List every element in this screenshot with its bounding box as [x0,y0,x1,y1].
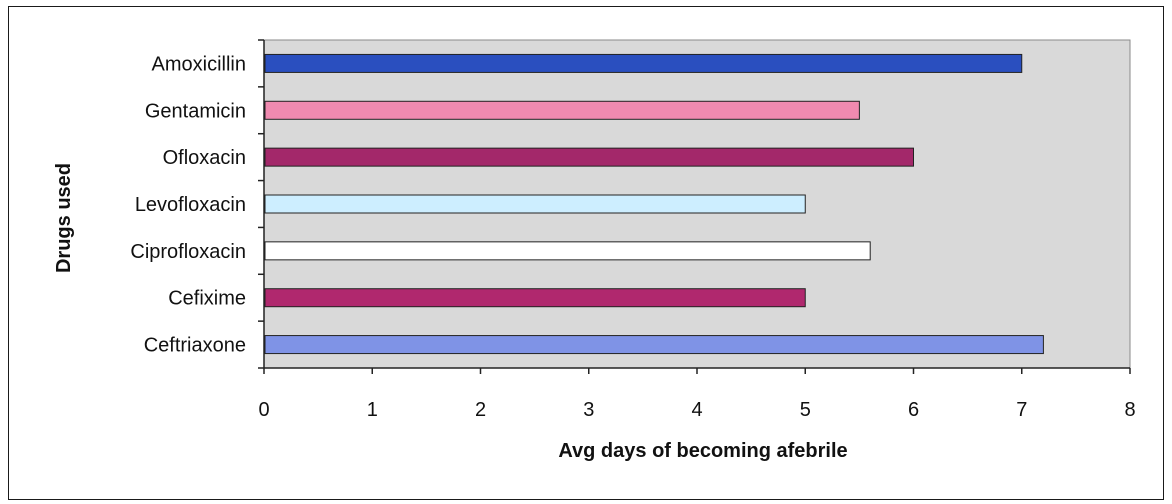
category-label-ceftriaxone: Ceftriaxone [144,335,246,357]
bar-gentamicin [264,100,860,120]
x-tick-label: 8 [1124,399,1135,421]
x-tick-label: 6 [908,399,919,421]
x-tick-label: 7 [1016,399,1027,421]
x-tick-label: 1 [367,399,378,421]
category-label-ofloxacin: Ofloxacin [163,147,246,169]
y-axis-title: Drugs used [53,163,75,273]
category-label-levofloxacin: Levofloxacin [135,194,246,216]
x-tick-label: 2 [475,399,486,421]
category-label-cefixime: Cefixime [168,288,246,310]
x-tick-label: 0 [258,399,269,421]
bar-ceftriaxone [264,335,1044,355]
category-label-amoxicillin: Amoxicillin [152,53,246,75]
x-tick-label: 3 [583,399,594,421]
category-label-ciprofloxacin: Ciprofloxacin [130,241,246,263]
bars-layer [264,53,1044,355]
x-tick-label: 5 [800,399,811,421]
bar-ofloxacin [264,147,914,167]
bar-amoxicillin [264,53,1023,73]
bar-levofloxacin [264,194,806,214]
bar-cefixime [264,288,806,308]
x-axis-title: Avg days of becoming afebrile [558,440,847,462]
bar-ciprofloxacin [264,241,871,261]
x-tick-label: 4 [691,399,702,421]
axis-layer: Amoxicillin Gentamicin Ofloxacin Levofloxac… [130,39,1136,421]
category-label-gentamicin: Gentamicin [145,100,246,122]
